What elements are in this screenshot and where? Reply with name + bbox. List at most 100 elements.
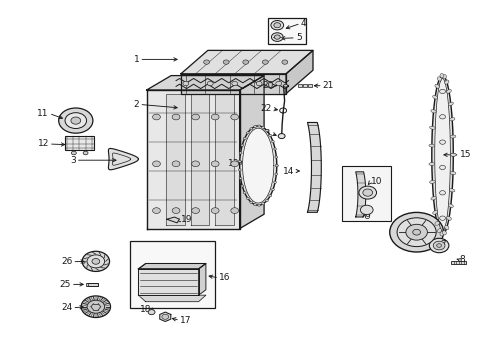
Circle shape bbox=[273, 23, 280, 28]
Text: 14: 14 bbox=[283, 166, 294, 175]
Polygon shape bbox=[146, 90, 239, 229]
Text: 15: 15 bbox=[459, 150, 470, 159]
Text: 22: 22 bbox=[260, 104, 271, 113]
Text: 6: 6 bbox=[421, 224, 427, 233]
Circle shape bbox=[152, 161, 160, 167]
Ellipse shape bbox=[449, 135, 455, 138]
Polygon shape bbox=[431, 76, 452, 234]
Circle shape bbox=[211, 208, 219, 213]
Text: 17: 17 bbox=[180, 316, 191, 325]
Circle shape bbox=[83, 151, 88, 155]
Ellipse shape bbox=[442, 75, 446, 79]
Circle shape bbox=[281, 60, 287, 64]
Circle shape bbox=[261, 126, 264, 129]
Circle shape bbox=[261, 203, 264, 205]
Ellipse shape bbox=[444, 225, 448, 230]
Ellipse shape bbox=[449, 172, 455, 175]
Circle shape bbox=[268, 195, 271, 197]
Circle shape bbox=[152, 208, 160, 213]
Polygon shape bbox=[138, 264, 205, 269]
Circle shape bbox=[270, 21, 283, 30]
Bar bbox=[303, 84, 306, 87]
Bar bbox=[450, 261, 465, 264]
Circle shape bbox=[230, 208, 238, 213]
Ellipse shape bbox=[428, 163, 434, 166]
Polygon shape bbox=[239, 126, 276, 205]
Circle shape bbox=[405, 224, 427, 240]
Circle shape bbox=[230, 114, 238, 120]
Circle shape bbox=[223, 60, 228, 64]
Circle shape bbox=[172, 114, 180, 120]
Circle shape bbox=[428, 238, 448, 253]
Ellipse shape bbox=[432, 211, 437, 214]
Circle shape bbox=[275, 81, 281, 86]
Circle shape bbox=[211, 161, 219, 167]
Text: 21: 21 bbox=[322, 81, 333, 90]
Text: 16: 16 bbox=[219, 274, 230, 282]
Ellipse shape bbox=[442, 231, 446, 235]
Polygon shape bbox=[285, 50, 312, 94]
Circle shape bbox=[271, 140, 274, 143]
Bar bbox=[87, 283, 98, 286]
Polygon shape bbox=[434, 78, 449, 231]
Circle shape bbox=[238, 169, 241, 171]
Circle shape bbox=[439, 216, 445, 220]
Polygon shape bbox=[242, 128, 273, 203]
Circle shape bbox=[256, 81, 262, 86]
Circle shape bbox=[183, 81, 188, 86]
Circle shape bbox=[249, 201, 252, 203]
Ellipse shape bbox=[444, 80, 448, 84]
Circle shape bbox=[243, 137, 245, 139]
Circle shape bbox=[172, 208, 180, 213]
Ellipse shape bbox=[429, 180, 434, 184]
Polygon shape bbox=[190, 94, 209, 225]
Polygon shape bbox=[166, 94, 184, 225]
Text: 7: 7 bbox=[439, 240, 445, 248]
Ellipse shape bbox=[446, 89, 450, 93]
Polygon shape bbox=[181, 50, 312, 74]
Circle shape bbox=[243, 192, 245, 194]
Circle shape bbox=[360, 205, 372, 215]
Ellipse shape bbox=[430, 197, 435, 200]
Circle shape bbox=[253, 204, 256, 206]
Circle shape bbox=[172, 161, 180, 167]
Text: 25: 25 bbox=[60, 280, 71, 289]
Circle shape bbox=[191, 114, 199, 120]
Polygon shape bbox=[176, 78, 288, 89]
Text: 20: 20 bbox=[262, 81, 273, 90]
Polygon shape bbox=[198, 264, 205, 295]
Ellipse shape bbox=[448, 189, 454, 192]
Polygon shape bbox=[138, 269, 198, 295]
Circle shape bbox=[82, 251, 109, 271]
Circle shape bbox=[274, 35, 280, 39]
Circle shape bbox=[274, 156, 277, 158]
Text: 8: 8 bbox=[459, 256, 465, 264]
Polygon shape bbox=[138, 295, 205, 302]
Ellipse shape bbox=[439, 232, 443, 236]
Ellipse shape bbox=[447, 102, 452, 106]
Circle shape bbox=[239, 152, 242, 154]
Circle shape bbox=[358, 186, 376, 199]
Ellipse shape bbox=[448, 118, 454, 121]
Text: 24: 24 bbox=[61, 303, 72, 312]
Circle shape bbox=[253, 125, 256, 127]
Bar bbox=[307, 84, 311, 87]
Circle shape bbox=[257, 125, 260, 127]
Ellipse shape bbox=[436, 77, 441, 81]
Ellipse shape bbox=[447, 204, 452, 207]
Ellipse shape bbox=[446, 216, 450, 220]
Circle shape bbox=[191, 161, 199, 167]
Circle shape bbox=[249, 128, 252, 130]
Circle shape bbox=[439, 89, 445, 94]
Text: 2: 2 bbox=[133, 100, 139, 109]
Ellipse shape bbox=[432, 95, 437, 99]
Circle shape bbox=[389, 212, 443, 252]
Circle shape bbox=[230, 161, 238, 167]
Circle shape bbox=[242, 60, 248, 64]
Circle shape bbox=[92, 258, 100, 264]
Circle shape bbox=[439, 114, 445, 119]
Circle shape bbox=[271, 33, 283, 41]
Circle shape bbox=[71, 117, 81, 124]
Circle shape bbox=[271, 189, 274, 191]
Circle shape bbox=[396, 218, 435, 247]
